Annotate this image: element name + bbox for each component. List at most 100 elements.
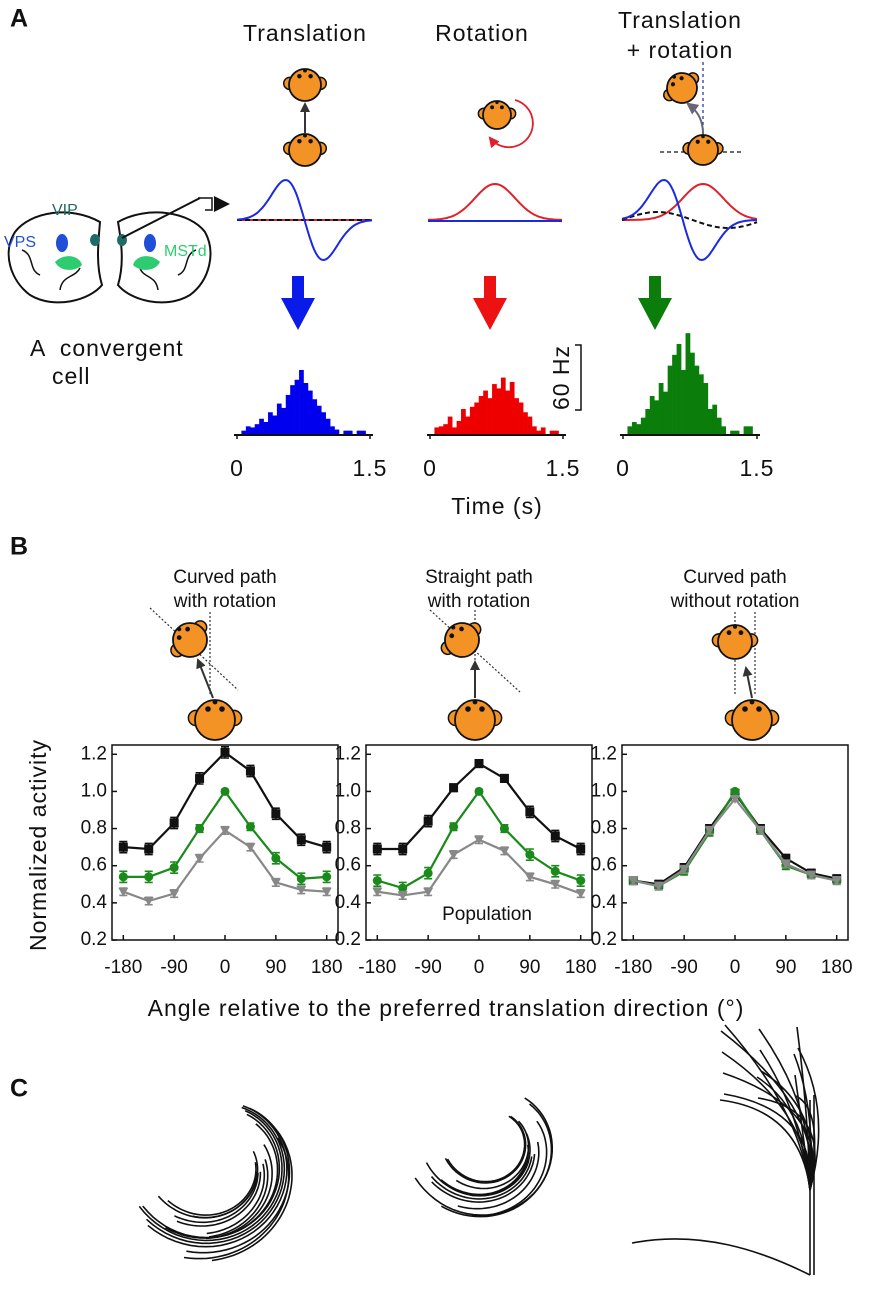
x-tick-label: -180 (358, 957, 396, 978)
histogram-bar (712, 404, 718, 435)
histogram-bar (443, 424, 449, 435)
scale-bar-label: 60 Hz (548, 345, 574, 410)
trajectory (138, 1109, 283, 1242)
chart-title: with rotation (427, 591, 530, 612)
x-tick-label: 1.5 (740, 455, 775, 481)
trajectory (631, 1238, 811, 1276)
x-tick-label: 1.5 (546, 455, 581, 481)
chart-title: without rotation (670, 591, 800, 612)
monkey-nose (701, 134, 705, 139)
data-point (322, 842, 332, 852)
monkey-eye (756, 706, 762, 712)
data-point (780, 859, 791, 869)
data-point (423, 887, 434, 897)
data-point (118, 887, 129, 897)
x-tick-label: 180 (565, 957, 597, 978)
data-point (245, 822, 255, 832)
histogram-bar (707, 409, 713, 435)
monkey-nose (672, 75, 677, 79)
y-tick-label: 0.6 (81, 855, 107, 876)
data-point (806, 871, 817, 880)
histogram-bar (241, 430, 247, 435)
monkey-head (711, 624, 759, 660)
trajectory (760, 1070, 814, 1191)
histogram-bar (316, 405, 322, 435)
histogram-bar (645, 409, 651, 435)
down-arrow (473, 276, 507, 330)
histogram-bar (483, 390, 488, 435)
histogram-bar (531, 426, 537, 435)
histogram-bar (361, 430, 366, 435)
data-point (550, 880, 561, 890)
histogram-bar (527, 416, 533, 435)
histogram-bar (263, 422, 269, 435)
data-point (499, 824, 509, 834)
x-tick-label: 0 (423, 455, 437, 481)
data-point (271, 809, 281, 819)
y-tick-label: 0.6 (335, 855, 361, 876)
histogram-bar (438, 426, 444, 435)
monkey-head (447, 699, 503, 741)
y-tick-label: 1.0 (335, 780, 361, 801)
histogram-bar (672, 354, 677, 435)
data-point (525, 807, 535, 817)
brain-diagram (7, 196, 230, 304)
y-tick-label: 0.8 (335, 818, 361, 839)
data-point (576, 876, 586, 886)
trajectory (211, 1119, 293, 1262)
histogram-bar (447, 416, 453, 435)
brain-label: MSTd (164, 243, 207, 260)
monkey-head (170, 620, 208, 658)
data-point (322, 872, 332, 882)
data-point (144, 844, 154, 854)
histogram-bar (290, 385, 295, 435)
monkey-eye (297, 73, 302, 79)
histogram-bar (312, 399, 318, 435)
monkey-eye (176, 635, 182, 640)
x-tick-label: -90 (414, 957, 441, 978)
data-point (271, 853, 281, 863)
data-point (296, 874, 306, 884)
data-point (575, 889, 586, 899)
data-point (372, 876, 382, 886)
chart-title: + rotation (627, 37, 734, 63)
histogram-bar (698, 374, 704, 435)
monkey-eye (185, 626, 190, 632)
histogram-bar (469, 406, 475, 435)
data-point (220, 747, 230, 757)
x-tick-label: 90 (519, 957, 540, 978)
monkey-head (663, 72, 700, 104)
x-tick-label: -180 (104, 957, 142, 978)
x-tick-label: 90 (265, 957, 286, 978)
x-tick-label: 1.5 (353, 455, 388, 481)
histogram-bar (730, 430, 735, 435)
scale-bar (575, 344, 582, 411)
data-point (220, 826, 230, 836)
histogram-bar (549, 430, 555, 435)
histogram-bar (505, 390, 511, 435)
histogram-bar (356, 430, 362, 435)
data-point (730, 794, 740, 804)
data-point (245, 766, 255, 776)
histogram-bar (245, 426, 251, 435)
histogram-bar (465, 416, 471, 435)
data-point (448, 850, 459, 860)
monkey-face (288, 133, 322, 167)
y-tick-label: 1.0 (81, 780, 107, 801)
trajectory (174, 1172, 259, 1224)
histogram-bar (554, 430, 559, 435)
x-tick-label: 0 (474, 957, 485, 978)
monkey-eye (706, 139, 711, 144)
histogram-bar (667, 365, 673, 435)
data-point (195, 773, 205, 783)
x-tick-label: 0 (730, 957, 741, 978)
y-tick-label: 0.8 (81, 818, 107, 839)
histogram-bar (487, 398, 493, 435)
data-point (245, 843, 256, 853)
y-axis-label: Normalized activity (25, 739, 51, 951)
monkey-nose (749, 699, 755, 705)
trajectory (457, 1141, 540, 1210)
trajectory (430, 1156, 533, 1200)
trajectory (183, 1137, 290, 1260)
data-point (423, 868, 433, 878)
